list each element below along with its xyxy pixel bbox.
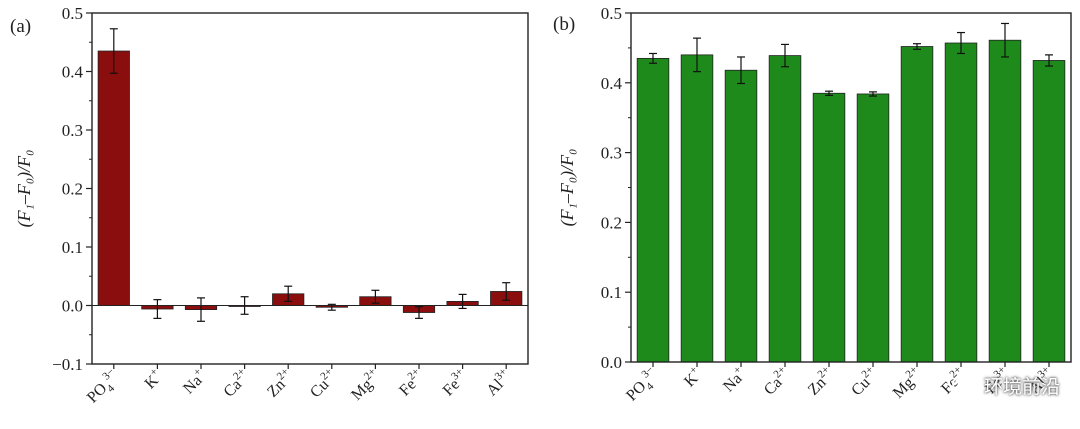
x-tick-label: K+ (679, 364, 706, 391)
x-tick-label: Cu2+ (846, 364, 882, 400)
y-tick-label: 0.1 (601, 283, 622, 302)
y-tick-label: 0.4 (601, 74, 623, 93)
x-tick-label: PO43− (621, 364, 665, 408)
y-tick-label: 0.4 (62, 63, 84, 82)
bar-6 (900, 46, 934, 363)
bar-5 (856, 93, 890, 363)
y-tick-label: 0.3 (601, 144, 622, 163)
y-axis-title: (F₁–F₀)/F₀ (557, 149, 578, 227)
x-tick-label: K+ (140, 366, 167, 393)
chart-panel-b: 0.0 0.1 0.2 0.3 0.4 0.5 PO43− K+ Na+ Ca2+ Zn2+Cu2+… (553, 4, 1072, 408)
wechat-icon (952, 375, 978, 396)
x-tick-label: Mg2+ (888, 364, 926, 402)
x-tick-label: Ca2+ (759, 364, 794, 399)
y-tick-label: 0.5 (601, 4, 622, 23)
x-tick-label: Al3+ (481, 366, 515, 400)
x-tick-label: Fe3+ (438, 366, 472, 400)
bar-7 (944, 42, 978, 363)
watermark: 环境前沿 (952, 372, 1060, 399)
x-tick-label: Cu2+ (305, 366, 341, 402)
x-tick-label: Ca2+ (218, 366, 253, 401)
x-tick-label: Zn2+ (803, 364, 838, 399)
x-tick-label: Zn2+ (262, 366, 297, 401)
x-tick-label: Na+ (718, 364, 750, 396)
y-tick-label: 0.3 (62, 121, 83, 140)
y-tick-label: 0.2 (601, 213, 622, 232)
bar-2 (724, 69, 758, 363)
y-tick-label: 0.5 (62, 4, 83, 23)
bar-4 (812, 92, 846, 363)
panel-label: (a) (10, 16, 31, 37)
y-tick-label: 0.0 (601, 353, 622, 372)
bar-0 (636, 57, 670, 363)
chart-panel-a: −0.1 0.0 0.1 0.2 0.3 0.4 0.5 PO43− K+ Na+Ca2+ Zn2+… (10, 4, 529, 410)
y-axis-title: (F₁–F₀)/F₀ (14, 150, 35, 228)
bar-1 (680, 54, 714, 363)
bar-0 (97, 50, 130, 306)
x-tick-label: Na+ (178, 366, 210, 398)
x-tick-label: Mg2+ (346, 366, 384, 404)
y-tick-label: 0.2 (62, 180, 83, 199)
y-tick-label: 0.0 (62, 297, 83, 316)
y-tick-label: −0.1 (52, 355, 83, 374)
y-tick-label: 0.1 (62, 238, 83, 257)
x-tick-label: PO43− (82, 366, 126, 410)
bar-8 (988, 39, 1022, 363)
watermark-text: 环境前沿 (983, 376, 1060, 398)
x-tick-label: Fe2+ (394, 366, 428, 400)
panel-label: (b) (553, 14, 575, 35)
bar-3 (768, 55, 802, 363)
bar-9 (1032, 60, 1066, 363)
